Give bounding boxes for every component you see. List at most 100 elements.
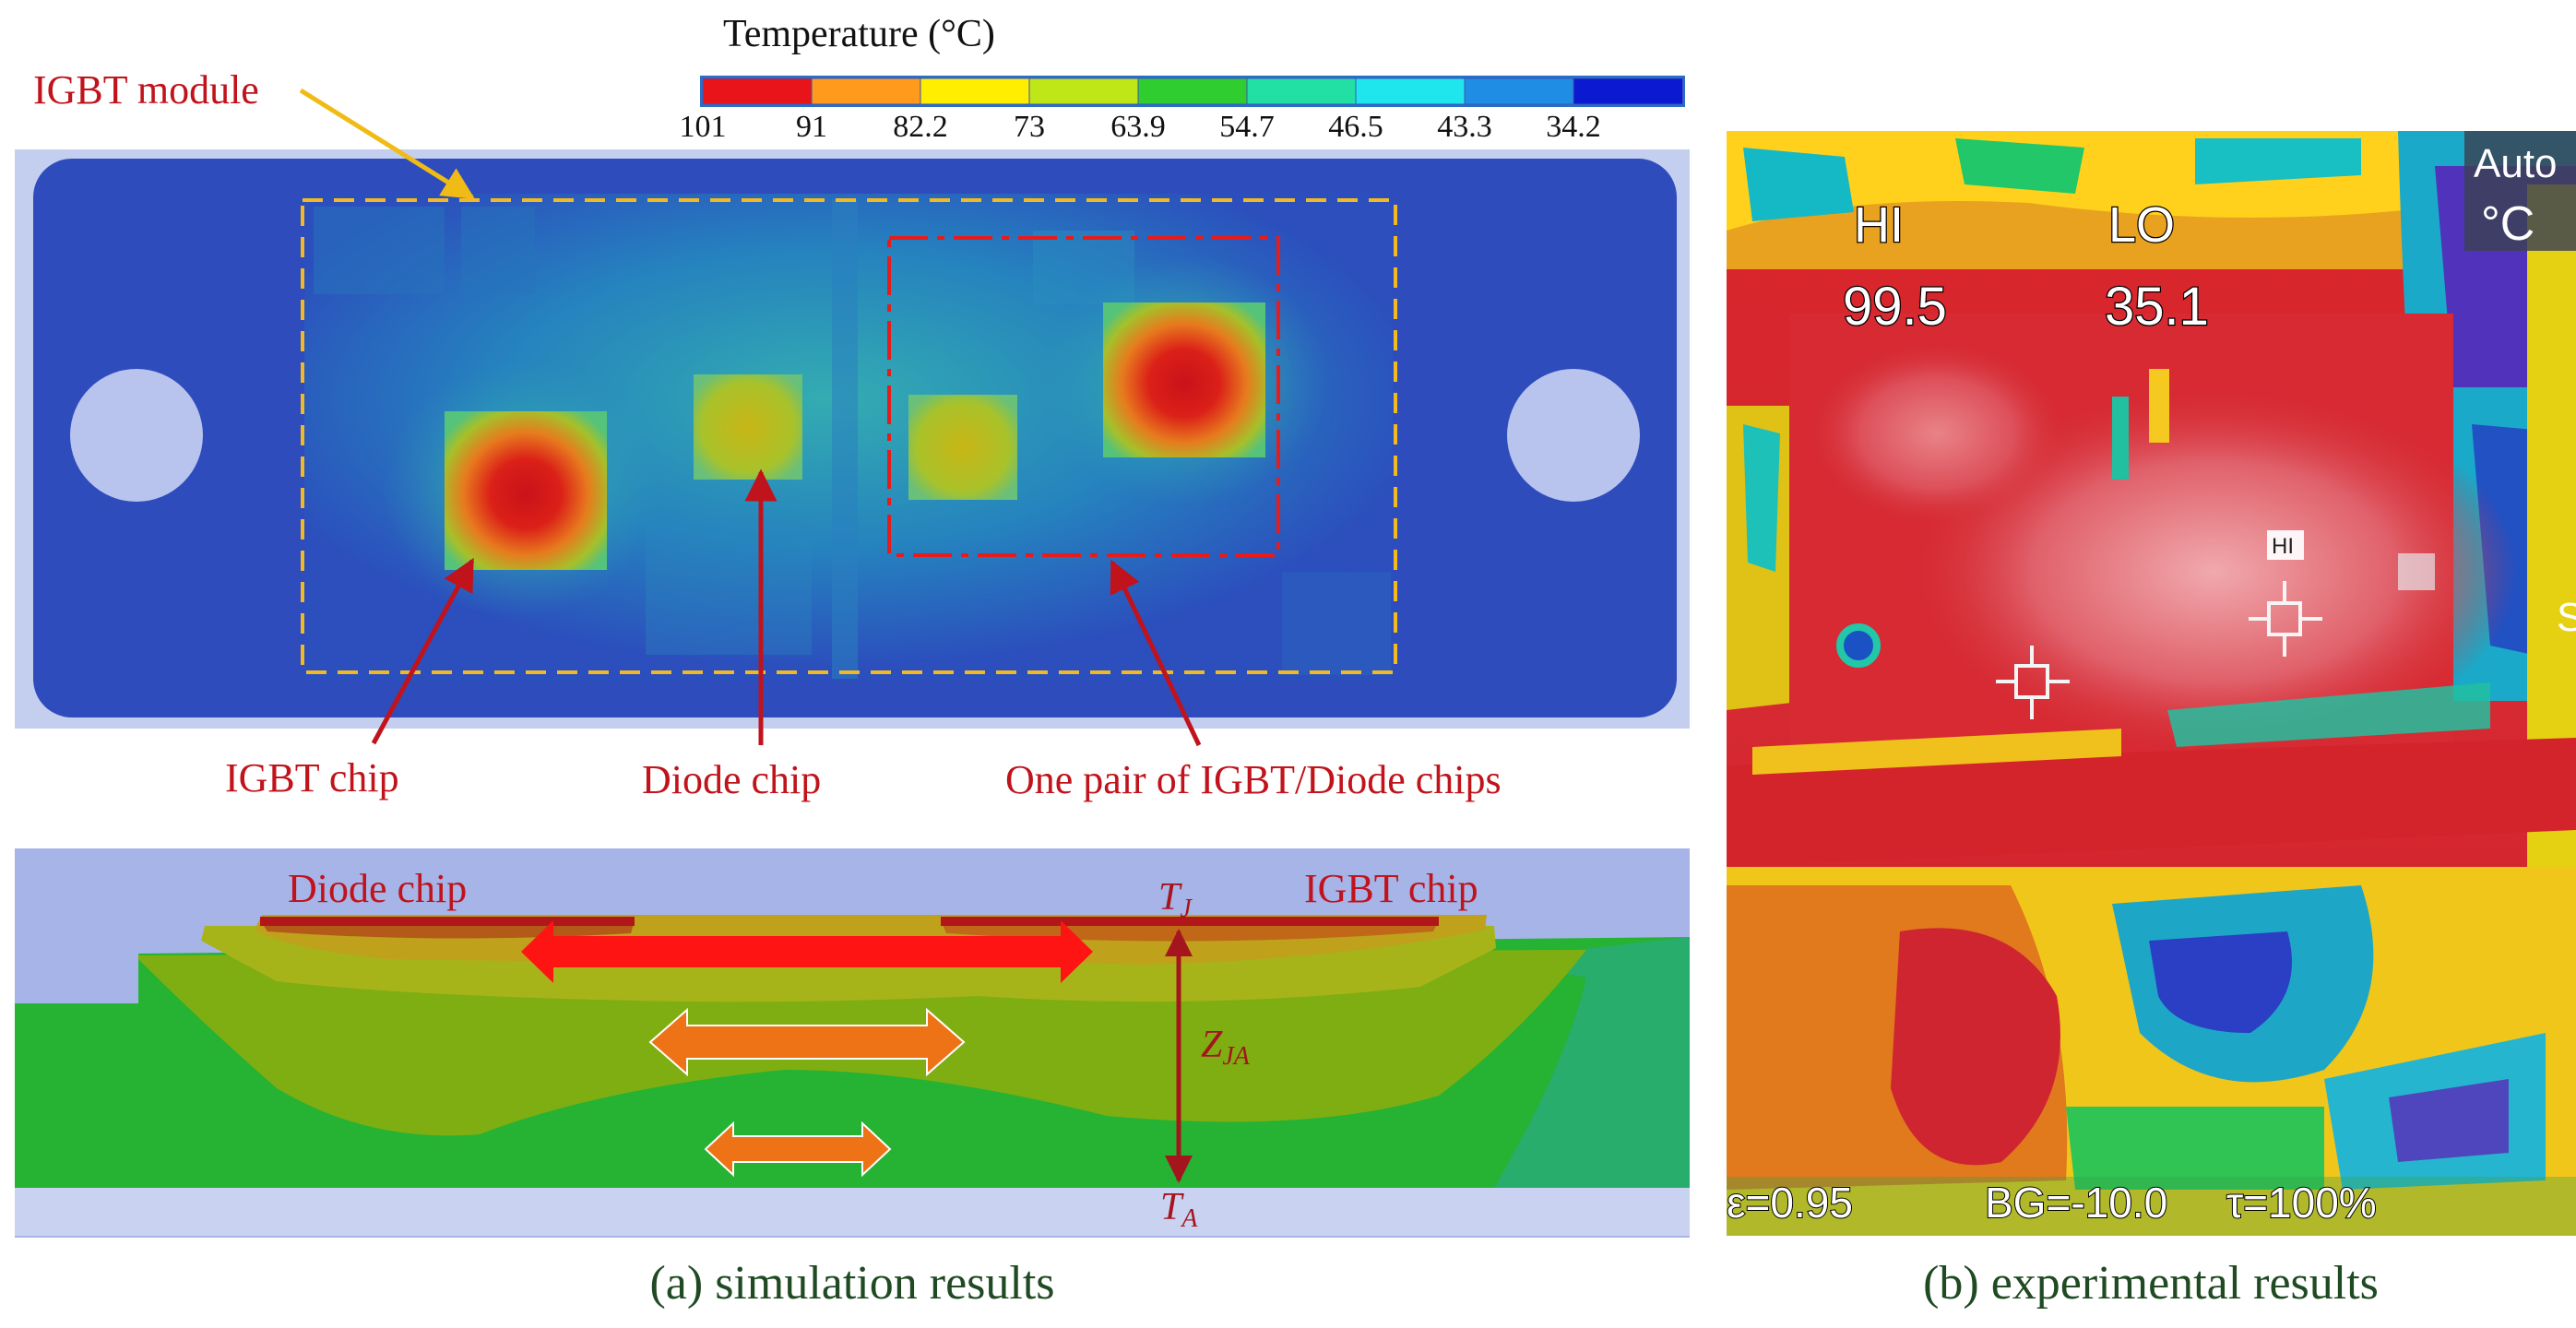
diode-chip-right (908, 395, 1017, 500)
colorbar-tick-label: 46.5 (1328, 110, 1383, 144)
colorbar-title: Temperature (°C) (723, 13, 995, 55)
emissivity-readout: ε=0.95 (1727, 1179, 1853, 1227)
colorbar-swatches (702, 77, 1683, 105)
mounting-hole-right (1507, 369, 1640, 502)
ir-edge-glyph: S (2557, 595, 2576, 640)
ir-bottom-cold (2149, 931, 2292, 1033)
hi-label: HI (1854, 197, 1904, 253)
igbt-chip-right (1103, 302, 1265, 457)
ir-bottom-green (2066, 1107, 2324, 1190)
module-label-arrow (299, 88, 475, 200)
trace-gap (832, 199, 858, 679)
ir-mode: Auto (2474, 141, 2558, 186)
ir-component (2112, 397, 2129, 480)
module-top-view (15, 149, 1690, 729)
colorbar-swatch (1246, 77, 1357, 105)
colorbar-tick-label: 73 (1014, 110, 1045, 144)
diode-chip-die (260, 917, 635, 926)
hi-value: 99.5 (1843, 277, 1947, 337)
colorbar-tick-label: 101 (680, 110, 727, 144)
colorbar-swatch (1464, 77, 1574, 105)
chip-pair-label: One pair of IGBT/Diode chips (1005, 757, 1502, 802)
caption-experimental: (b) experimental results (1923, 1257, 2379, 1310)
transmission-readout: τ=100% (2226, 1179, 2377, 1227)
top-view-annotations (299, 88, 1202, 747)
ir-component (2398, 553, 2435, 590)
heatsink-edge-region (1494, 937, 1690, 1188)
colorbar-tick-label: 34.2 (1546, 110, 1601, 144)
tj-main: T (1158, 876, 1182, 919)
thermal-camera-image: HI S (1727, 131, 2576, 1236)
ir-component (2149, 369, 2169, 443)
ir-hot-center (1909, 387, 2518, 756)
lo-value: 35.1 (2105, 277, 2209, 337)
ir-bottom-cold (2389, 1079, 2509, 1162)
zja-main: Z (1201, 1024, 1223, 1066)
ir-warm-spot (1955, 138, 2084, 194)
colorbar-swatch (1028, 77, 1139, 105)
lateral-heat-flow-arrow-large (521, 920, 1093, 983)
crosshair-marker-left (1996, 646, 2070, 719)
igbt-label-arrow (371, 557, 475, 745)
igbt-chip-die (941, 917, 1439, 926)
lo-label: LO (2108, 197, 2175, 253)
ta-main: T (1160, 1186, 1184, 1228)
colorbar-tick-label: 63.9 (1110, 110, 1166, 144)
module-label: IGBT module (33, 67, 259, 113)
hi-marker-label: HI (2272, 534, 2294, 559)
cross-section-bottom-band (15, 1188, 1690, 1236)
ir-yellow-streak (1752, 729, 2121, 775)
trace-block (314, 207, 445, 294)
ir-hot-center (1808, 341, 2066, 526)
colorbar-tick-label: 82.2 (893, 110, 948, 144)
background-readout: BG=-10.0 (1985, 1179, 2167, 1227)
pair-label-arrow (1110, 559, 1202, 747)
cross-section-igbt-label: IGBT chip (1304, 866, 1478, 911)
colorbar-swatch (1355, 77, 1466, 105)
colorbar-tick-label: 91 (796, 110, 827, 144)
colorbar-tick-label: 43.3 (1437, 110, 1492, 144)
ir-cool-spot (1743, 148, 1854, 221)
zja-sub: JA (1222, 1042, 1250, 1071)
ta-label: TA (1160, 1186, 1198, 1233)
colorbar-swatch (1137, 77, 1248, 105)
ir-top-yellow (1727, 131, 2576, 231)
module-outline-box (301, 198, 1397, 674)
ir-left-cool (1743, 424, 1780, 572)
trace-block (646, 516, 812, 655)
ir-component (1836, 623, 1881, 668)
mounting-hole-left (70, 369, 203, 502)
colorbar-tick-label: 54.7 (1219, 110, 1275, 144)
tj-label: TJ (1158, 876, 1193, 923)
crosshair-marker-right (2249, 581, 2322, 657)
colorbar: Temperature (°C) 101 91 82.2 73 63.9 54.7 46.5… (680, 13, 1685, 144)
chip-pair-box (887, 236, 1280, 557)
lateral-heat-flow-arrow-medium (648, 1007, 966, 1077)
cross-section-diode-label: Diode chip (288, 866, 467, 911)
lateral-heat-flow-arrow-small (704, 1120, 892, 1178)
caption-simulation: (a) simulation results (649, 1257, 1054, 1310)
colorbar-swatch (702, 77, 813, 105)
ir-bottom-hot (1891, 928, 2060, 1166)
diode-chip-label: Diode chip (642, 757, 821, 802)
trace-block (1282, 572, 1391, 675)
ta-sub: A (1180, 1204, 1198, 1233)
hi-marker-badge (2267, 530, 2304, 560)
trace-block (461, 207, 535, 294)
thermal-camera-overlay: HI LO 99.5 35.1 Auto °C ε=0.95 BG=-10.0 … (1726, 141, 2558, 1227)
igbt-chip-label: IGBT chip (225, 755, 399, 800)
tj-sub: J (1180, 895, 1193, 923)
colorbar-ticks: 101 91 82.2 73 63.9 54.7 46.5 43.3 34.2 (680, 110, 1601, 144)
colorbar-swatch (920, 77, 1030, 105)
cross-section-view (15, 848, 1690, 1238)
zja-label: ZJA (1201, 1024, 1251, 1071)
ir-unit: °C (2481, 197, 2534, 251)
diode-chip-left (694, 374, 802, 480)
ir-mid-band (1727, 738, 2576, 867)
colorbar-swatch (811, 77, 921, 105)
colorbar-swatch (1573, 77, 1683, 105)
ir-status-bar (1727, 1177, 2576, 1236)
ir-cool-spot (2195, 138, 2361, 184)
ir-mode-box (2464, 131, 2576, 251)
